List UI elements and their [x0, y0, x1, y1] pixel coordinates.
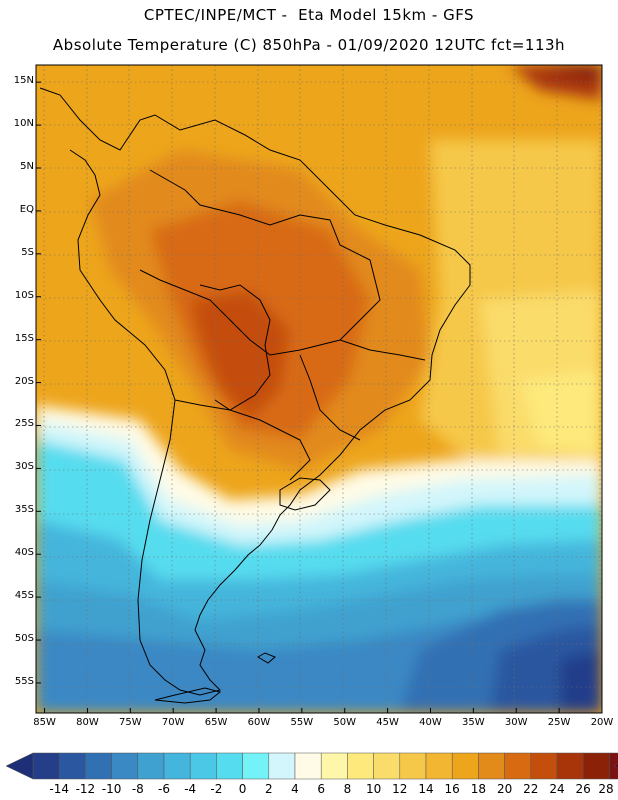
colorbar-swatch: [294, 752, 322, 780]
map-frame: [35, 64, 603, 714]
coastlines: [39, 87, 471, 704]
colorbar-label: -10: [101, 782, 122, 796]
colorbar-label: -12: [75, 782, 96, 796]
colorbar-label: 20: [496, 782, 513, 796]
colorbar-swatch: [556, 752, 584, 780]
colorbar-label: 2: [264, 782, 273, 796]
lat-label: 40S: [14, 547, 34, 559]
colorbar-label: 0: [238, 782, 247, 796]
colorbar-swatch: [320, 752, 348, 780]
colorbar-label: 18: [470, 782, 487, 796]
colorbar-swatch: [451, 752, 479, 780]
colorbar-swatch: [373, 752, 401, 780]
colorbar-swatch: [163, 752, 191, 780]
lon-label: 45W: [376, 717, 399, 728]
lon-label: 20W: [590, 717, 614, 728]
colorbar-label: -2: [210, 782, 223, 796]
colorbar-swatch: [504, 752, 532, 780]
lat-label: 10S: [14, 289, 34, 301]
colorbar-swatch: [85, 752, 112, 780]
colorbar-label: -6: [158, 782, 170, 796]
colorbar-label: 24: [549, 782, 565, 796]
colorbar-swatch: [268, 752, 296, 780]
lon-label: 40W: [419, 717, 442, 728]
lat-label: 35S: [14, 504, 34, 516]
colorbar-swatch: [32, 752, 60, 780]
colorbar-label: 16: [444, 782, 460, 796]
lat-label: 30S: [14, 461, 34, 473]
title-line-1: CPTEC/INPE/MCT - Eta Model 15km - GFS: [143, 6, 475, 24]
lon-label: 55W: [290, 717, 314, 728]
lon-label: 50W: [333, 717, 357, 728]
colorbar-label: 4: [291, 782, 299, 796]
colorbar-swatch: [425, 752, 453, 780]
colorbar-label: 8: [343, 782, 352, 796]
lon-label: 80W: [76, 717, 99, 728]
lat-label: 20S: [14, 375, 34, 387]
lat-label: 5N: [20, 160, 34, 172]
lat-label: 15S: [14, 332, 34, 344]
lon-label: 65W: [204, 717, 228, 728]
colorbar-swatch: [137, 752, 165, 780]
lon-label: 60W: [247, 717, 271, 728]
colorbar-label: -4: [184, 782, 197, 796]
lat-label: 25S: [14, 418, 34, 430]
title-line-2: Absolute Temperature (C) 850hPa - 01/09/…: [52, 36, 566, 54]
colorbar-swatch: [189, 752, 217, 780]
colorbar-label: -8: [131, 782, 144, 796]
lon-label: 70W: [161, 717, 185, 728]
colorbar-label: 28: [598, 782, 614, 796]
colorbar-over-arrow: [613, 763, 618, 769]
colorbar-label: -14: [49, 782, 69, 796]
lon-label: 85W: [33, 717, 56, 728]
colorbar-label: 12: [392, 782, 408, 796]
colorbar-label: 6: [317, 782, 325, 796]
lat-label: EQ: [19, 203, 34, 215]
lat-label: 10N: [13, 118, 34, 130]
colorbar-label: 10: [365, 782, 382, 796]
colorbar-label: 26: [575, 782, 591, 796]
graticule: [36, 65, 602, 713]
lat-label: 5S: [21, 246, 34, 258]
lon-label: 35W: [462, 717, 485, 728]
colorbar-swatch: [111, 752, 139, 780]
colorbar-label: 14: [418, 782, 434, 796]
lat-label: 45S: [14, 590, 34, 602]
lon-label: 30W: [504, 717, 528, 728]
colorbar-label: 22: [523, 782, 539, 796]
colorbar-swatch: [347, 752, 374, 780]
colorbar-swatch: [530, 752, 558, 780]
colorbar-swatch: [478, 752, 505, 780]
colorbar-swatch: [582, 752, 610, 780]
colorbar-swatch: [399, 752, 427, 780]
lat-label: 15N: [13, 75, 34, 87]
temperature-field: [36, 65, 602, 713]
colorbar-swatch: [242, 752, 270, 780]
colorbar-swatch: [216, 752, 243, 780]
lon-label: 75W: [119, 717, 142, 728]
colorbar-under-arrow: [5, 752, 34, 780]
lat-label: 55S: [14, 675, 34, 687]
lat-label: 50S: [14, 633, 34, 645]
lon-label: 25W: [547, 717, 571, 728]
colorbar-swatch: [58, 752, 86, 780]
